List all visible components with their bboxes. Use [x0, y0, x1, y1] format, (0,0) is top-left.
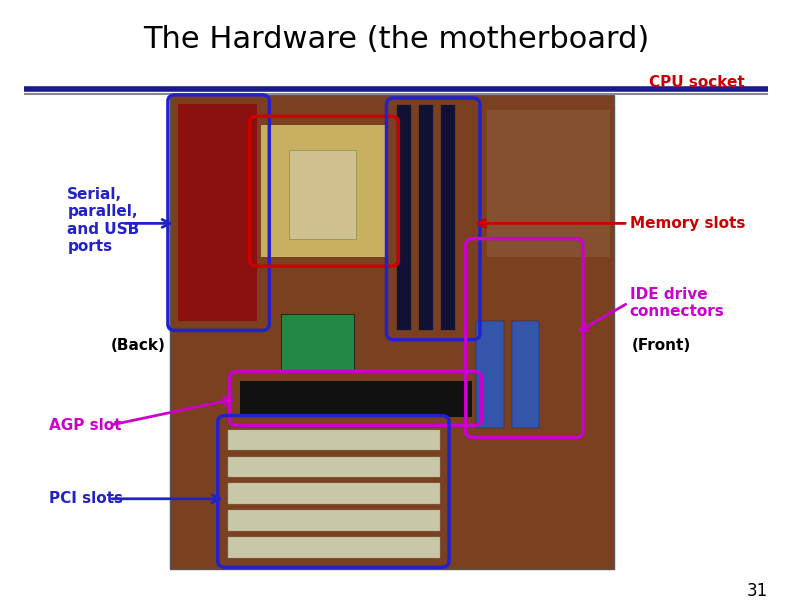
Text: (Back): (Back) [111, 338, 166, 353]
Text: 31: 31 [747, 582, 768, 600]
FancyBboxPatch shape [228, 430, 440, 450]
FancyBboxPatch shape [476, 321, 504, 428]
FancyBboxPatch shape [228, 483, 440, 504]
FancyBboxPatch shape [178, 104, 257, 321]
FancyBboxPatch shape [419, 105, 433, 330]
FancyBboxPatch shape [289, 150, 356, 239]
Text: The Hardware (the motherboard): The Hardware (the motherboard) [143, 25, 649, 54]
Text: (Front): (Front) [632, 338, 691, 353]
FancyBboxPatch shape [281, 314, 354, 370]
FancyBboxPatch shape [170, 95, 614, 569]
FancyBboxPatch shape [228, 457, 440, 477]
FancyBboxPatch shape [441, 105, 455, 330]
FancyBboxPatch shape [228, 510, 440, 531]
FancyBboxPatch shape [397, 105, 411, 330]
Text: Serial,
parallel,
and USB
ports: Serial, parallel, and USB ports [67, 187, 139, 254]
FancyBboxPatch shape [487, 110, 610, 257]
FancyBboxPatch shape [228, 537, 440, 558]
Text: Memory slots: Memory slots [630, 216, 745, 231]
FancyBboxPatch shape [261, 125, 388, 257]
Text: PCI slots: PCI slots [49, 491, 123, 506]
FancyBboxPatch shape [512, 321, 539, 428]
Text: CPU socket: CPU socket [649, 75, 745, 90]
Text: AGP slot: AGP slot [49, 418, 122, 433]
Text: IDE drive
connectors: IDE drive connectors [630, 287, 725, 319]
FancyBboxPatch shape [240, 381, 472, 417]
